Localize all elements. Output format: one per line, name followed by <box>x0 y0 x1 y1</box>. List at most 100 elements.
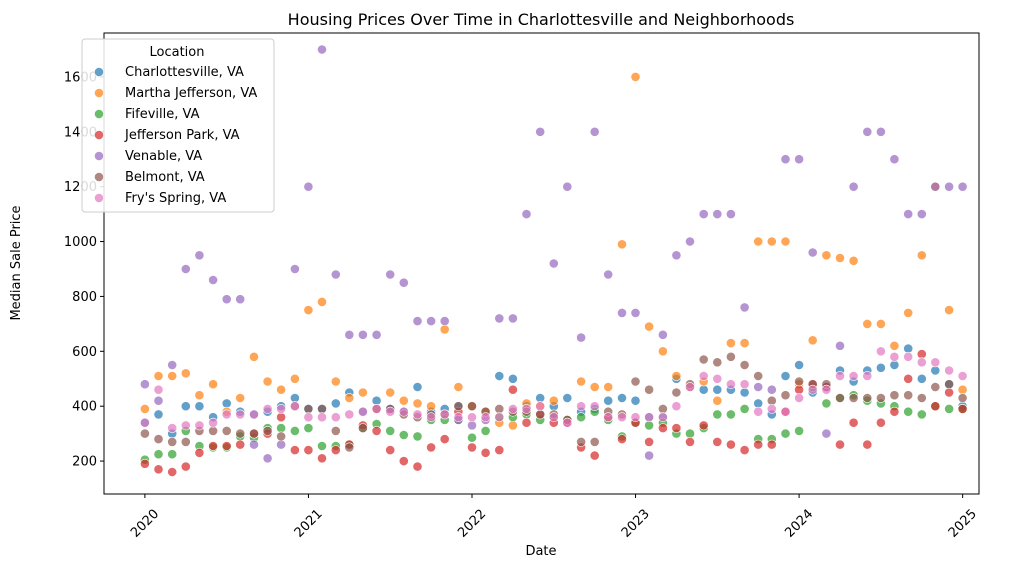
data-point <box>508 403 518 414</box>
data-point <box>617 393 627 403</box>
data-point <box>957 384 968 395</box>
data-point <box>371 403 382 414</box>
data-point <box>303 445 314 455</box>
data-point <box>807 384 818 395</box>
data-point <box>330 269 341 280</box>
data-point <box>317 44 327 55</box>
data-point <box>453 412 464 423</box>
data-point <box>712 436 723 447</box>
data-point <box>167 360 178 370</box>
data-point <box>916 209 927 219</box>
data-point <box>766 403 777 414</box>
data-point <box>371 329 382 340</box>
data-point <box>712 384 723 395</box>
legend-label: Jefferson Park, VA <box>124 128 240 143</box>
data-point <box>630 412 641 423</box>
data-point <box>848 417 859 428</box>
data-point <box>876 362 886 373</box>
data-point <box>412 316 423 326</box>
data-point <box>780 154 791 165</box>
data-point <box>603 412 614 423</box>
data-point <box>180 420 191 431</box>
data-point <box>916 349 927 359</box>
data-point <box>276 439 286 450</box>
data-point <box>467 401 477 412</box>
data-point <box>794 154 804 165</box>
legend-label: Charlottesville, VA <box>125 65 244 80</box>
data-point <box>726 439 736 450</box>
x-tick-label: 2025 <box>946 507 980 541</box>
data-point <box>671 401 682 412</box>
data-point <box>426 442 436 453</box>
data-point <box>235 439 246 450</box>
data-point <box>167 423 178 433</box>
data-point <box>889 360 900 370</box>
data-point <box>439 434 450 444</box>
data-point <box>153 371 164 381</box>
data-point <box>630 72 641 82</box>
data-point <box>548 258 559 269</box>
y-tick-label: 200 <box>72 455 97 470</box>
data-point <box>357 387 368 398</box>
data-point <box>398 430 409 440</box>
data-point <box>303 181 314 192</box>
data-point <box>930 365 941 376</box>
data-point <box>698 354 709 365</box>
data-point <box>167 467 178 477</box>
data-point <box>644 420 654 431</box>
data-point <box>535 393 546 403</box>
data-point <box>276 423 286 433</box>
data-point <box>480 425 491 436</box>
data-point <box>944 379 954 390</box>
data-point <box>153 464 164 475</box>
data-point <box>794 425 804 436</box>
data-point <box>262 425 273 436</box>
data-point <box>562 393 573 403</box>
data-point <box>535 126 546 137</box>
x-axis-ticks: 2020 2021 2022 2023 2024 2025 <box>128 494 980 541</box>
data-point <box>494 371 505 381</box>
data-point <box>766 439 777 450</box>
data-point <box>412 382 423 392</box>
data-point <box>548 412 559 423</box>
data-point <box>835 393 845 403</box>
legend-marker <box>94 130 104 140</box>
data-point <box>235 428 246 439</box>
data-point <box>167 371 178 381</box>
data-point <box>139 379 150 390</box>
data-point <box>889 390 900 401</box>
data-point <box>903 406 914 417</box>
legend-marker <box>94 88 104 98</box>
data-point <box>848 393 859 403</box>
data-point <box>889 406 900 417</box>
data-point <box>794 393 804 403</box>
data-point <box>739 338 750 348</box>
data-point <box>957 371 968 381</box>
data-point <box>658 403 668 414</box>
data-point <box>330 445 341 455</box>
data-point <box>221 441 232 451</box>
data-point <box>276 412 286 423</box>
data-point <box>726 209 736 219</box>
data-point <box>221 409 232 420</box>
data-point <box>862 439 873 450</box>
x-tick-label: 2021 <box>292 507 326 541</box>
data-point <box>848 255 859 266</box>
data-point <box>167 449 178 460</box>
data-point <box>344 409 355 420</box>
data-point <box>589 401 600 412</box>
x-tick-label: 2024 <box>782 507 816 541</box>
data-point <box>685 382 695 392</box>
data-point <box>180 401 191 412</box>
data-point <box>780 371 791 381</box>
data-point <box>848 181 859 192</box>
data-point <box>467 412 477 423</box>
data-point <box>753 398 764 409</box>
data-point <box>726 338 736 348</box>
data-point <box>916 373 927 384</box>
data-point <box>780 390 791 401</box>
x-axis-label: Date <box>525 544 556 559</box>
data-point <box>835 371 845 381</box>
data-point <box>276 403 286 414</box>
data-point <box>262 453 273 464</box>
